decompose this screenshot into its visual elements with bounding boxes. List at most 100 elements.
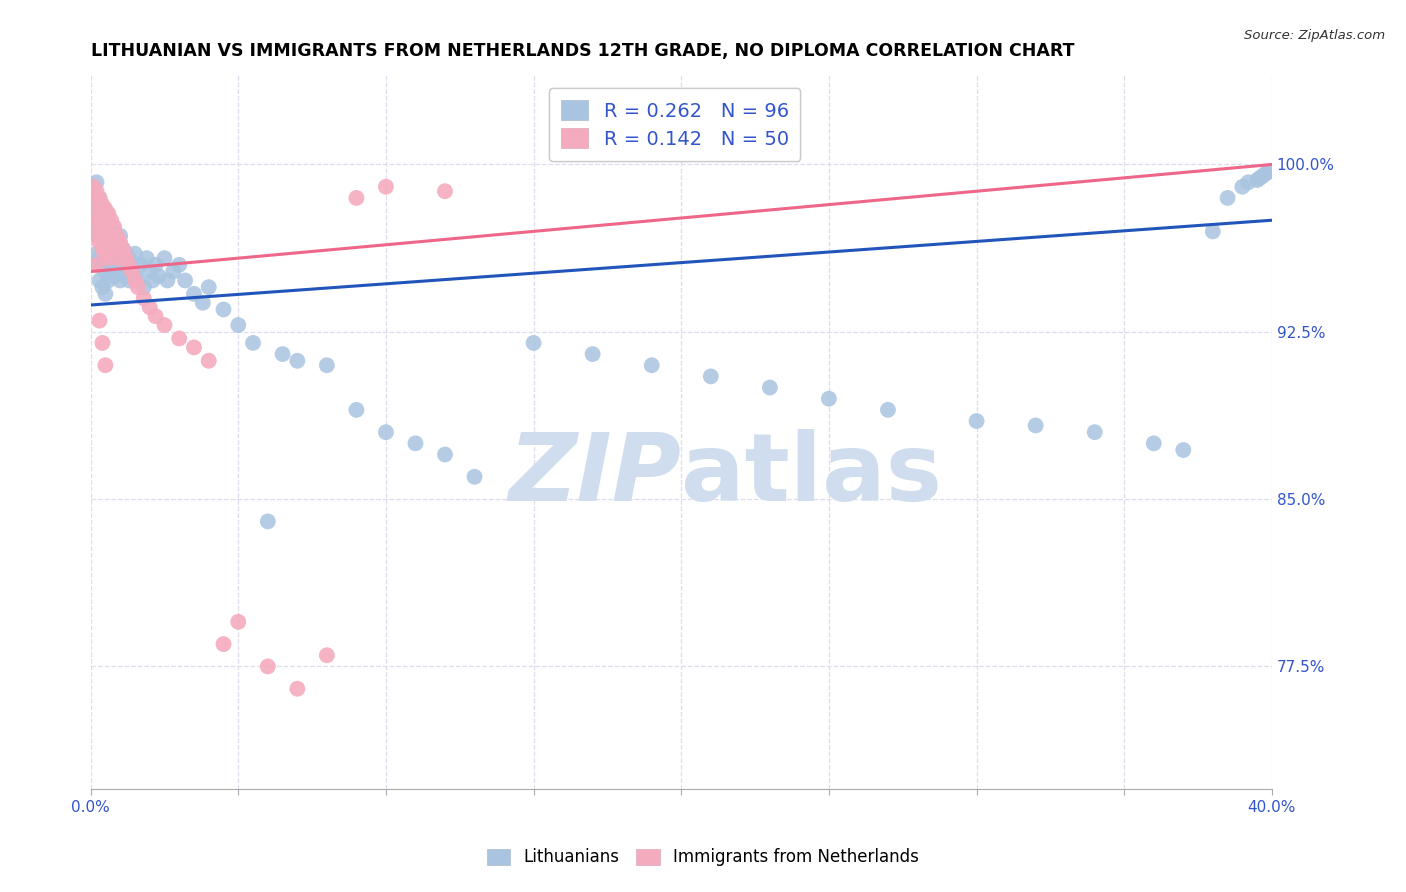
Point: [108, 228, 131, 243]
Point: [191, 295, 214, 310]
Point: [91, 242, 114, 256]
Point: [145, 309, 167, 323]
Point: [94, 286, 117, 301]
Point: [97, 213, 120, 227]
Point: [89, 191, 111, 205]
Point: [86, 202, 108, 216]
Point: [226, 615, 249, 629]
Point: [374, 179, 396, 194]
Point: [1143, 436, 1166, 450]
Point: [121, 258, 143, 272]
Point: [142, 273, 165, 287]
Legend: R = 0.262   N = 96, R = 0.142   N = 50: R = 0.262 N = 96, R = 0.142 N = 50: [550, 88, 800, 161]
Point: [112, 242, 135, 256]
Point: [145, 258, 167, 272]
Point: [100, 235, 122, 250]
Point: [132, 291, 155, 305]
Point: [89, 228, 111, 243]
Point: [103, 268, 125, 283]
Point: [105, 251, 128, 265]
Point: [256, 515, 278, 529]
Point: [138, 300, 160, 314]
Point: [1173, 443, 1195, 458]
Point: [97, 206, 120, 220]
Point: [94, 206, 117, 220]
Point: [167, 331, 190, 345]
Point: [112, 264, 135, 278]
Point: [759, 380, 782, 394]
Point: [1025, 418, 1047, 433]
Point: [162, 264, 184, 278]
Point: [1202, 224, 1225, 238]
Point: [86, 258, 108, 272]
Point: [97, 235, 120, 250]
Point: [86, 224, 108, 238]
Point: [118, 273, 141, 287]
Point: [374, 425, 396, 439]
Point: [174, 273, 197, 287]
Point: [127, 273, 149, 287]
Point: [115, 251, 138, 265]
Point: [464, 470, 486, 484]
Point: [86, 246, 108, 260]
Point: [344, 402, 367, 417]
Point: [153, 251, 176, 265]
Point: [83, 179, 105, 194]
Point: [315, 358, 337, 372]
Point: [100, 264, 122, 278]
Point: [97, 228, 120, 243]
Point: [97, 273, 120, 287]
Point: [86, 228, 108, 243]
Point: [91, 219, 114, 234]
Point: [94, 358, 117, 372]
Point: [100, 219, 122, 234]
Point: [100, 242, 122, 256]
Point: [108, 273, 131, 287]
Point: [966, 414, 988, 428]
Point: [226, 318, 249, 332]
Point: [1246, 173, 1268, 187]
Point: [97, 251, 120, 265]
Point: [1084, 425, 1107, 439]
Legend: Lithuanians, Immigrants from Netherlands: Lithuanians, Immigrants from Netherlands: [478, 840, 928, 875]
Point: [135, 251, 157, 265]
Point: [89, 191, 111, 205]
Point: [1249, 170, 1271, 185]
Point: [100, 213, 122, 227]
Point: [285, 353, 308, 368]
Point: [89, 213, 111, 227]
Point: [103, 242, 125, 256]
Point: [118, 251, 141, 265]
Point: [94, 246, 117, 260]
Point: [94, 246, 117, 260]
Point: [91, 202, 114, 216]
Text: atlas: atlas: [682, 429, 942, 521]
Point: [315, 648, 337, 663]
Point: [153, 318, 176, 332]
Point: [91, 335, 114, 350]
Point: [129, 258, 152, 272]
Point: [108, 235, 131, 250]
Point: [89, 313, 111, 327]
Point: [91, 280, 114, 294]
Point: [115, 246, 138, 260]
Point: [89, 273, 111, 287]
Point: [94, 224, 117, 238]
Point: [1216, 191, 1239, 205]
Text: ZIP: ZIP: [509, 429, 682, 521]
Point: [118, 258, 141, 272]
Point: [138, 264, 160, 278]
Point: [434, 184, 457, 198]
Point: [197, 280, 219, 294]
Point: [83, 213, 105, 227]
Point: [105, 228, 128, 243]
Point: [86, 184, 108, 198]
Point: [91, 219, 114, 234]
Point: [1251, 169, 1274, 183]
Point: [1258, 164, 1281, 178]
Point: [89, 251, 111, 265]
Point: [91, 197, 114, 211]
Point: [344, 191, 367, 205]
Point: [108, 251, 131, 265]
Point: [127, 280, 149, 294]
